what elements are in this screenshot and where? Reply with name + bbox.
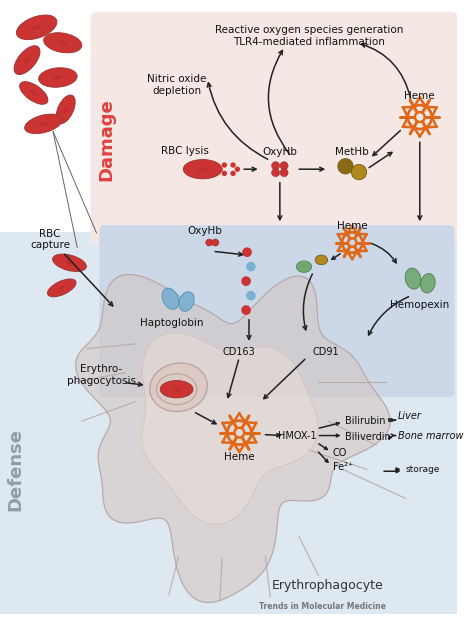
Circle shape	[280, 162, 288, 170]
Text: TLR4-mediated inflammation: TLR4-mediated inflammation	[233, 37, 385, 47]
Ellipse shape	[315, 255, 328, 265]
Circle shape	[241, 276, 251, 286]
Text: Biliverdin: Biliverdin	[346, 432, 391, 442]
Text: Heme: Heme	[404, 91, 435, 101]
Circle shape	[235, 166, 240, 172]
Circle shape	[338, 159, 353, 174]
Circle shape	[222, 162, 227, 168]
Circle shape	[212, 239, 219, 246]
Text: Nitric oxide
depletion: Nitric oxide depletion	[147, 74, 206, 96]
Ellipse shape	[183, 159, 222, 179]
Ellipse shape	[162, 288, 179, 309]
Ellipse shape	[47, 279, 76, 297]
Polygon shape	[75, 274, 390, 602]
Ellipse shape	[39, 68, 77, 88]
Text: Trends in Molecular Medicine: Trends in Molecular Medicine	[259, 602, 386, 611]
Circle shape	[222, 171, 227, 176]
Ellipse shape	[44, 32, 82, 53]
Circle shape	[230, 171, 236, 176]
FancyBboxPatch shape	[91, 12, 457, 244]
Text: RBC
capture: RBC capture	[30, 229, 70, 251]
Ellipse shape	[24, 57, 30, 64]
Circle shape	[206, 239, 213, 246]
Text: Erythro-
phagocytosis: Erythro- phagocytosis	[67, 364, 136, 386]
Ellipse shape	[420, 274, 435, 293]
Text: OxyHb: OxyHb	[263, 147, 297, 157]
Ellipse shape	[150, 363, 207, 412]
Circle shape	[272, 169, 280, 177]
Text: CO: CO	[333, 448, 347, 458]
Ellipse shape	[64, 106, 68, 113]
Text: Haptoglobin: Haptoglobin	[140, 318, 203, 328]
Circle shape	[280, 169, 288, 177]
Ellipse shape	[296, 261, 312, 272]
Ellipse shape	[14, 46, 40, 74]
FancyBboxPatch shape	[0, 232, 459, 616]
Ellipse shape	[25, 114, 62, 134]
Ellipse shape	[173, 388, 181, 391]
Circle shape	[217, 166, 223, 172]
Circle shape	[241, 305, 251, 315]
Ellipse shape	[58, 41, 67, 45]
Text: Fe²⁺: Fe²⁺	[333, 462, 353, 472]
Ellipse shape	[32, 24, 42, 30]
Text: Damage: Damage	[97, 98, 115, 181]
Text: CD163: CD163	[223, 347, 255, 357]
Ellipse shape	[65, 261, 73, 265]
Ellipse shape	[179, 292, 194, 311]
Text: Reactive oxygen species generation: Reactive oxygen species generation	[215, 25, 403, 35]
Circle shape	[246, 291, 256, 301]
Text: storage: storage	[405, 465, 440, 474]
Text: Erythrophagocyte: Erythrophagocyte	[272, 579, 384, 592]
Text: CD91: CD91	[313, 347, 339, 357]
Text: MetHb: MetHb	[336, 147, 369, 157]
Polygon shape	[142, 333, 318, 524]
Ellipse shape	[53, 254, 86, 271]
Text: HMOX-1: HMOX-1	[278, 431, 317, 441]
Text: Bone marrow: Bone marrow	[398, 431, 463, 441]
Text: OxyHb: OxyHb	[187, 226, 222, 236]
Text: Bilirubin: Bilirubin	[346, 416, 386, 426]
Ellipse shape	[39, 122, 48, 126]
Ellipse shape	[53, 75, 63, 80]
Ellipse shape	[160, 381, 193, 398]
Ellipse shape	[198, 167, 208, 171]
Text: Heme: Heme	[224, 452, 255, 462]
Circle shape	[351, 164, 367, 180]
Ellipse shape	[56, 95, 75, 124]
Text: Hemopexin: Hemopexin	[390, 300, 449, 310]
Text: Liver: Liver	[398, 411, 421, 421]
Ellipse shape	[58, 286, 65, 290]
Ellipse shape	[405, 268, 421, 289]
Text: Heme: Heme	[337, 221, 367, 231]
Circle shape	[272, 162, 280, 170]
Ellipse shape	[30, 90, 37, 96]
Text: Defense: Defense	[7, 428, 25, 511]
Text: RBC lysis: RBC lysis	[161, 146, 209, 156]
Circle shape	[242, 248, 252, 257]
FancyBboxPatch shape	[100, 225, 455, 397]
Circle shape	[246, 262, 256, 271]
Ellipse shape	[17, 15, 57, 39]
Ellipse shape	[19, 82, 48, 104]
Circle shape	[230, 162, 236, 168]
